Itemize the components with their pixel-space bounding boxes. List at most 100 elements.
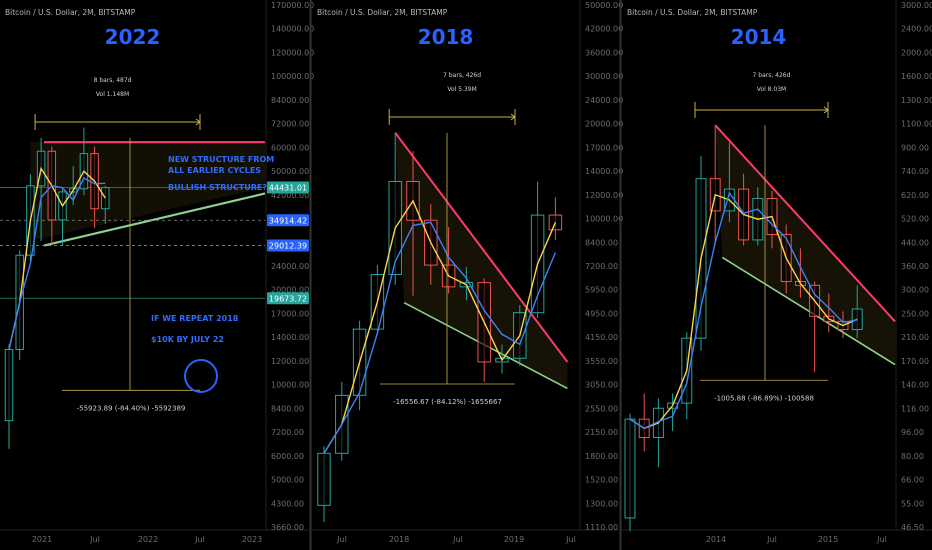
x-tick-label: 2018 (389, 535, 409, 544)
y-tick-label: 2400.00 (901, 25, 932, 34)
y-tick-label: 80.00 (901, 452, 924, 461)
y-tick-label: 2000.00 (901, 48, 932, 57)
moving-average-slow (8, 177, 106, 350)
x-tick-label: 2014 (706, 535, 726, 544)
y-tick-label: 900.00 (901, 143, 929, 152)
x-tick-label: 2021 (32, 535, 52, 544)
y-tick-label: 2150.00 (585, 428, 618, 437)
moving-average-fast (8, 166, 106, 350)
drawdown-label: -16556.67 (-84.12%) -1655667 (393, 398, 502, 406)
y-tick-label: 300.00 (901, 286, 929, 295)
y-tick-label: 36000.00 (585, 48, 623, 57)
x-tick-label: Jul (89, 535, 100, 544)
x-tick-label: 2015 (818, 535, 838, 544)
y-tick-label: 3000.00 (901, 1, 932, 10)
annotation-text: $10K BY JULY 22 (151, 335, 224, 344)
y-tick-label: 120000.00 (271, 48, 314, 57)
price-tag-label: 44431.01 (269, 183, 307, 192)
y-tick-label: 250.00 (901, 309, 929, 318)
price-tag-label: 34914.42 (269, 216, 307, 225)
downtrend-line (714, 124, 896, 323)
y-tick-label: 360.00 (901, 262, 929, 271)
y-tick-label: 10000.00 (271, 381, 309, 390)
y-tick-label: 84000.00 (271, 96, 309, 105)
x-tick-label: 2023 (242, 535, 262, 544)
y-tick-label: 5000.00 (271, 476, 304, 485)
y-tick-label: 12000.00 (585, 191, 623, 200)
annotation-text: NEW STRUCTURE FROM (168, 155, 274, 164)
x-tick-label: Jul (876, 535, 887, 544)
y-tick-label: 2550.00 (585, 404, 618, 413)
y-tick-label: 1520.00 (585, 476, 618, 485)
panel-2014: 3000.00 2400.00 2000.00 1600.00 1300.00 1100.… (619, 0, 932, 550)
y-tick-label: 50000.00 (271, 167, 309, 176)
y-tick-label: 60000.00 (271, 143, 309, 152)
y-tick-label: 66.00 (901, 476, 924, 485)
symbol-header: Bitcoin / U.S. Dollar, 2M, BITSTAMP (627, 8, 758, 17)
y-tick-label: 8400.00 (271, 404, 304, 413)
y-tick-label: 3050.00 (585, 381, 618, 390)
y-tick-label: 50000.00 (585, 1, 623, 10)
y-tick-label: 8400.00 (585, 238, 618, 247)
y-tick-label: 17000.00 (271, 309, 309, 318)
y-tick-label: 1100.00 (901, 120, 932, 129)
moving-average-fast (323, 199, 557, 454)
x-tick-label: Jul (194, 535, 205, 544)
y-tick-label: 4950.00 (585, 309, 618, 318)
measure-vol-label: Vol 1.148M (96, 91, 129, 98)
y-tick-label: 100000.00 (271, 72, 314, 81)
annotation-text: ALL EARLIER CYCLES (168, 166, 261, 175)
x-tick-label: 2022 (138, 535, 158, 544)
y-tick-label: 4300.00 (271, 499, 304, 508)
y-tick-label: 140000.00 (271, 25, 314, 34)
y-tick-label: 1600.00 (901, 72, 932, 81)
y-tick-label: 10000.00 (585, 215, 623, 224)
measure-vol-label: Vol 5.39M (447, 86, 476, 93)
measure-arrow (195, 118, 201, 126)
measure-bars-label: 7 bars, 426d (443, 72, 481, 79)
y-tick-label: 210.00 (901, 333, 929, 342)
wedge-fill (715, 125, 895, 365)
y-tick-label: 170.00 (901, 357, 929, 366)
y-tick-label: 30000.00 (585, 72, 623, 81)
moving-average-fast (629, 193, 858, 430)
x-tick-label: Jul (565, 535, 576, 544)
downtrend-line (394, 132, 569, 363)
y-tick-label: 20000.00 (271, 286, 309, 295)
price-tag-label: 19673.72 (269, 294, 307, 303)
candle-body (624, 418, 636, 519)
y-tick-label: 5950.00 (585, 286, 618, 295)
annotation-text: BULLISH STRUCTURE? (168, 183, 267, 192)
y-tick-label: 72000.00 (271, 120, 309, 129)
y-tick-label: 4150.00 (585, 333, 618, 342)
x-tick-label: Jul (336, 535, 347, 544)
y-tick-label: 14000.00 (585, 167, 623, 176)
y-tick-label: 3550.00 (585, 357, 618, 366)
drawdown-label: -55923.89 (-84.40%) -5592389 (77, 404, 186, 412)
symbol-header: Bitcoin / U.S. Dollar, 2M, BITSTAMP (317, 8, 448, 17)
y-tick-label: 1300.00 (901, 96, 932, 105)
annotation-text: IF WE REPEAT 2018 (151, 314, 239, 323)
x-tick-label: 2019 (504, 535, 524, 544)
y-tick-label: 170000.00 (271, 1, 314, 10)
measure-arrow (823, 106, 829, 114)
y-tick-label: 116.00 (901, 404, 929, 413)
panel-2018: 50000.00 42000.00 36000.00 30000.00 24000.00… (309, 0, 623, 550)
y-tick-label: 1800.00 (585, 452, 618, 461)
panel-title: 2014 (731, 25, 787, 49)
price-tag-label: 29012.39 (269, 241, 307, 250)
y-tick-label: 620.00 (901, 191, 929, 200)
y-tick-label: 740.00 (901, 167, 929, 176)
measure-arrow (510, 113, 516, 121)
x-tick-label: Jul (452, 535, 463, 544)
y-tick-label: 42000.00 (271, 191, 309, 200)
candle-body (4, 348, 14, 422)
y-tick-label: 96.00 (901, 428, 924, 437)
moving-average-slow (323, 221, 557, 454)
y-tick-label: 17000.00 (585, 143, 623, 152)
measure-vol-label: Vol 8.03M (757, 86, 786, 93)
y-tick-label: 55.00 (901, 499, 924, 508)
moving-average-slow (629, 191, 858, 430)
y-tick-label: 3660.00 (271, 523, 304, 532)
